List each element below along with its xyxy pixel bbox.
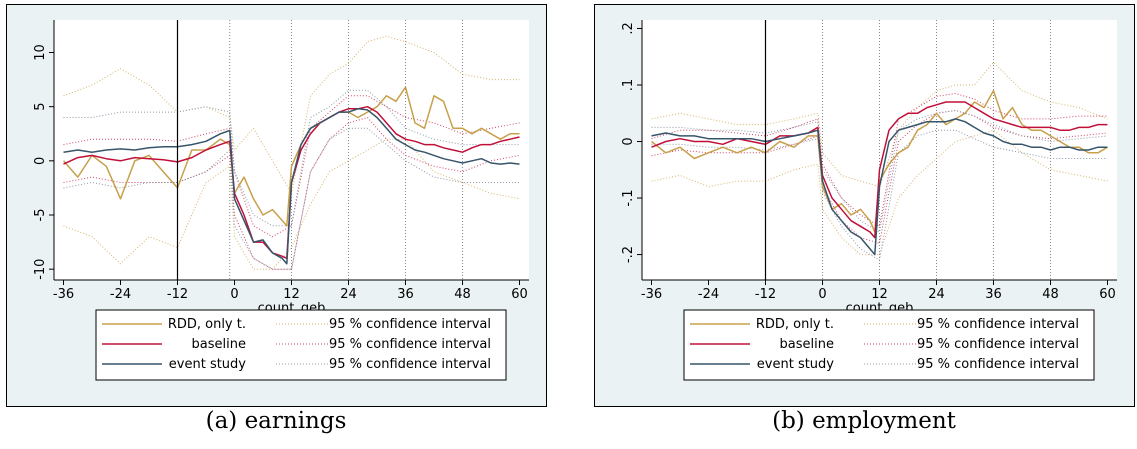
y-tick-label: .2 [621,22,636,34]
series-line [63,105,520,260]
earnings-chart: -36 -24 -12 0 12 24 36 48 60count_geb-10-50510RD… [6,4,547,407]
x-tick-label: 12 [283,287,300,302]
series-line [63,127,520,270]
x-tick-label: 60 [1099,287,1116,302]
y-tick-label: -.2 [621,246,636,263]
series-line [651,129,1108,261]
x-tick-label: 24 [928,287,945,302]
x-tick-label: 0 [818,287,826,302]
series-line [651,89,1108,233]
x-tick-label: -12 [167,287,188,302]
x-tick-label: -36 [641,287,662,302]
y-tick-label: 10 [33,44,48,61]
legend-label: 95 % confidence interval [917,337,1079,352]
employment-caption: (b) employment [772,408,956,434]
legend-box [683,309,1095,381]
x-tick-label: -12 [755,287,776,302]
x-tick-label: -24 [698,287,719,302]
legend-label: RDD, only t. [168,317,246,332]
legend-box [95,309,507,381]
y-tick-label: 5 [33,103,48,111]
employment-chart-panel: -36 -24 -12 0 12 24 36 48 60 count_geb -.2 -.1 0.1.2… [594,4,1135,407]
y-tick-label: 0 [621,137,636,145]
series-line [651,101,1108,239]
x-tick-label: 12 [871,287,888,302]
series-line [63,108,520,265]
employment-chart: -36 -24 -12 0 12 24 36 48 60count_geb-.2-.10.1.2… [594,4,1135,407]
earnings-chart-panel: -36 -24 -12 0 12 24 36 48 60 count_geb -10 -5 0 5 10 RD… [6,4,547,407]
legend-label: 95 % confidence interval [329,337,491,352]
legend-label: 95 % confidence interval [917,357,1079,372]
legend-label: RDD, only t. [756,317,834,332]
legend-label: baseline [192,337,246,352]
legend-label: event study [757,357,835,372]
series-line [651,61,1108,188]
earnings-caption: (a) earnings [205,408,347,434]
x-tick-label: 24 [340,287,357,302]
x-tick-label: 60 [511,287,528,302]
x-tick-label: 48 [454,287,471,302]
y-tick-label: -5 [33,209,48,222]
series-line [63,89,520,227]
x-tick-label: -24 [110,287,131,302]
x-tick-label: 0 [230,287,238,302]
y-tick-label: 0 [33,157,48,165]
x-tick-label: 36 [397,287,414,302]
series-line [651,118,1108,256]
y-tick-label: -10 [33,259,48,280]
x-tick-label: 36 [985,287,1002,302]
legend-label: 95 % confidence interval [329,357,491,372]
legend-label: event study [169,357,247,372]
x-tick-label: 48 [1042,287,1059,302]
y-tick-label: -.1 [621,189,636,206]
y-tick-label: .1 [621,79,636,91]
legend-label: baseline [780,337,834,352]
legend-label: 95 % confidence interval [917,317,1079,332]
legend-label: 95 % confidence interval [329,317,491,332]
series-line [651,93,1108,227]
x-tick-label: -36 [53,287,74,302]
